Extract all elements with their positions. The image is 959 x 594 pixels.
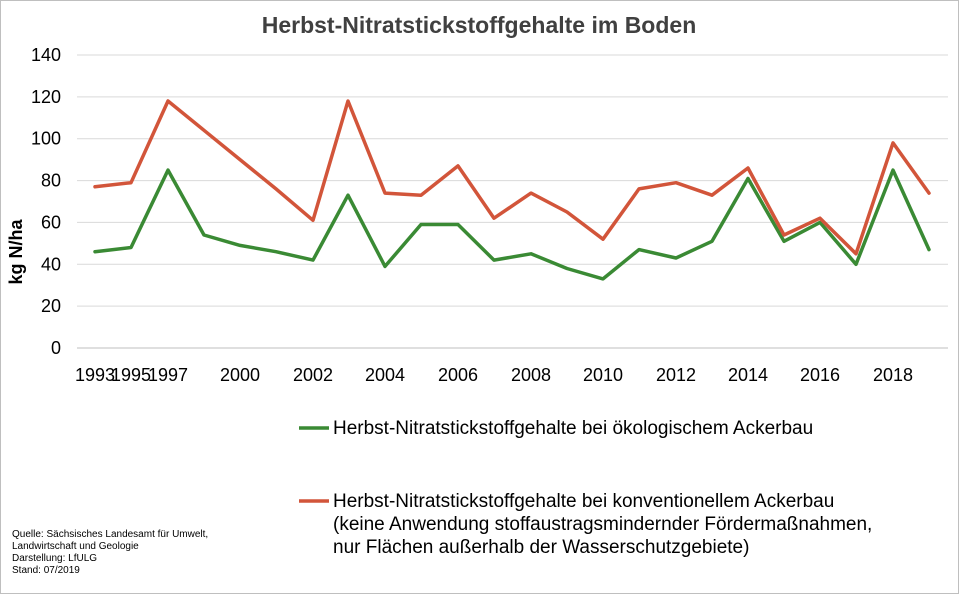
legend-label-1: (keine Anwendung stoffaustragsmindernder… — [333, 514, 872, 535]
series-lines — [93, 99, 931, 281]
legend-label-0: Herbst-Nitratstickstoffgehalte bei ökolo… — [333, 418, 813, 439]
source-line: Darstellung: LfULG — [12, 553, 97, 564]
x-tick-label: 2012 — [656, 365, 696, 385]
x-tick-label: 2002 — [293, 365, 333, 385]
x-tick-label: 2016 — [800, 365, 840, 385]
source-line: Landwirtschaft und Geologie — [12, 541, 139, 552]
y-tick-label: 0 — [51, 338, 61, 358]
x-tick-label: 2018 — [873, 365, 913, 385]
x-tick-label: 1997 — [148, 365, 188, 385]
x-tick-label: 1993 — [75, 365, 115, 385]
x-tick-label: 2000 — [220, 365, 260, 385]
x-tick-label: 2006 — [438, 365, 478, 385]
x-tick-label: 2014 — [728, 365, 768, 385]
x-tick-label: 1995 — [111, 365, 151, 385]
legend: Herbst-Nitratstickstoffgehalte bei ökolo… — [299, 418, 872, 558]
source-note: Quelle: Sächsisches Landesamt für Umwelt… — [12, 529, 208, 576]
y-tick-label: 40 — [41, 254, 61, 274]
legend-label-1: Herbst-Nitratstickstoffgehalte bei konve… — [333, 491, 834, 512]
y-tick-label: 120 — [31, 87, 61, 107]
source-line: Quelle: Sächsisches Landesamt für Umwelt… — [12, 529, 208, 540]
gridlines — [77, 54, 948, 349]
x-tick-label: 2010 — [583, 365, 623, 385]
legend-label-1: nur Flächen außerhalb der Wasserschutzge… — [333, 537, 749, 558]
series-line-1 — [93, 99, 931, 256]
source-line: Stand: 07/2019 — [12, 565, 80, 576]
chart-title: Herbst-Nitratstickstoffgehalte im Boden — [262, 12, 697, 38]
series-line-0 — [93, 168, 931, 281]
y-tick-label: 140 — [31, 45, 61, 65]
y-tick-label: 60 — [41, 212, 61, 232]
y-tick-label: 100 — [31, 129, 61, 149]
x-tick-label: 2004 — [365, 365, 405, 385]
y-axis-ticks: 0 20 40 60 80 100 120 140 — [31, 45, 61, 358]
y-tick-label: 20 — [41, 296, 61, 316]
x-tick-label: 2008 — [511, 365, 551, 385]
y-axis-label: kg N/ha — [6, 219, 26, 285]
y-tick-label: 80 — [41, 171, 61, 191]
